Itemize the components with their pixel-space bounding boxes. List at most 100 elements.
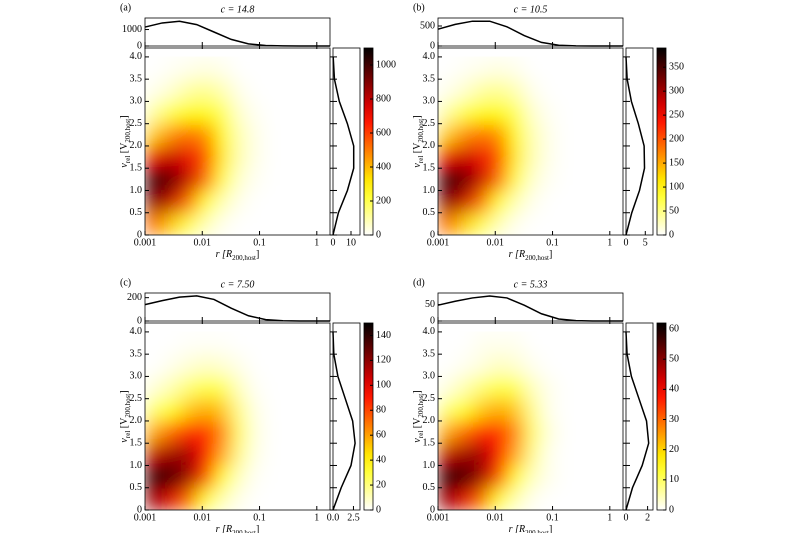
y-tick-label: 3.5 [423,348,436,359]
axis-label: r [R200,host] [216,249,260,261]
colorbar [363,47,374,236]
heat-cell [265,376,284,400]
colorbar-tick-label: 30 [669,414,679,425]
heat-cell [438,190,456,214]
heat-cell [558,56,577,80]
heat-cell [524,168,542,191]
heat-cell [145,79,163,102]
heat-cell [162,56,180,80]
heat-cell [213,420,232,444]
x-tick-label: 0.001 [134,512,157,523]
heat-cell [558,190,577,214]
heat-cell [179,443,198,466]
heat-cell [162,101,180,125]
heat-cell [179,398,198,422]
heat-cell [524,465,542,489]
label-part: ] [119,115,130,118]
heat-cell [231,79,249,102]
y-tick-label: 0 [430,504,435,515]
heat-cell [265,465,284,489]
colorbar [656,47,667,236]
heat-cell [524,56,542,80]
right-frame [625,47,654,236]
x-tick-label: 0.01 [487,237,505,248]
colorbar-tick-label: 0 [376,229,381,240]
y-tick-label: 1.0 [423,460,436,471]
heat-cell [455,168,473,191]
top-y-tick-label: 1000 [122,24,142,35]
heat-cell [248,398,267,422]
label-part: [V [412,417,423,431]
label-part: ] [119,390,130,393]
heat-cell [231,145,249,169]
heat-cell [265,123,284,147]
right-marginal-curve [332,331,356,511]
colorbar-tick-label: 100 [669,181,684,192]
top-frame [144,292,331,322]
colorbar-tick-label: 40 [376,454,386,465]
heat-cell [248,145,267,169]
colorbar-tick-label: 50 [669,205,679,216]
heat-cell [506,190,525,214]
heat-cell [438,420,456,444]
heat-cell [162,443,180,466]
heat-cell [248,443,267,466]
axis-label: vrel [V200,host] [119,115,131,167]
colorbar-tick-label: 250 [669,109,684,120]
top-frame [437,17,624,47]
heat-cell [524,145,542,169]
y-tick-label: 0 [137,504,142,515]
label-part: [V [119,417,130,431]
heat-cell [231,123,249,147]
heat-cell [558,123,577,147]
heat-cell [145,487,163,510]
heat-cell [248,79,267,102]
heat-cell [455,465,473,489]
label-part: v [412,438,423,443]
heat-cell [472,101,491,125]
label-part: 200,host [124,394,132,418]
heat-cell [213,79,232,102]
heat-cell [541,56,560,80]
right-x-tick-label: 10 [346,237,356,248]
heat-cell [438,168,456,191]
heat-cell [541,376,560,400]
colorbar-tick-label: 80 [376,405,386,416]
heat-cell [558,398,577,422]
right-x-tick-label: 0 [624,512,629,523]
heat-cell [145,123,163,147]
heat-cell [145,168,163,191]
heat-cell [455,123,473,147]
heat-cell [162,123,180,147]
label-part: ] [549,524,552,533]
label-part: ] [549,249,552,260]
axis-label: vrel [V200,host] [119,390,131,442]
axis-label: vrel [V200,host] [412,390,424,442]
heat-cell [162,212,180,235]
x-tick-label: 0.001 [427,512,450,523]
y-tick-label: 3.5 [423,73,436,84]
heat-cell [231,443,249,466]
right-marginal-curve [625,331,650,511]
heat-cell [472,376,491,400]
heat-cell [489,123,508,147]
heat-cell [541,145,560,169]
heat-cell [489,212,508,235]
heat-cell [438,398,456,422]
heat-cell [541,487,560,510]
heat-cell [213,487,232,510]
heat-cell [231,487,249,510]
heat-cell [145,354,163,377]
label-part: rel [417,431,425,438]
heat-cell [541,212,560,235]
heat-cell [558,101,577,125]
x-tick-label: 0.001 [427,237,450,248]
main-frame [144,322,331,511]
heat-cell [489,354,508,377]
panel-label: (a) [120,2,131,13]
heat-cell [541,420,560,444]
heat-cell [455,212,473,235]
heat-cell [196,212,215,235]
heat-cell [558,420,577,444]
heat-cell [248,354,267,377]
